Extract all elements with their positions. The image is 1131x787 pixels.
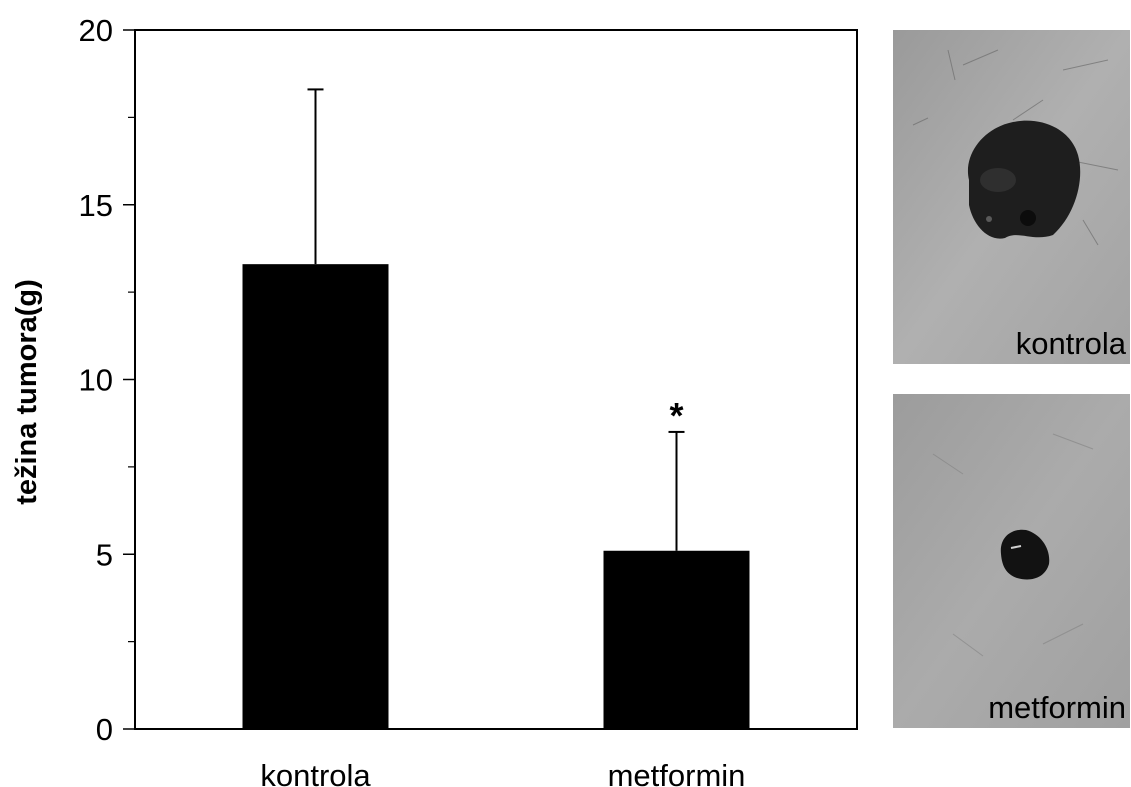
photo-label-metformin: metformin (988, 690, 1126, 725)
photo-label-kontrola: kontrola (1015, 326, 1126, 361)
bar-kontrola (242, 264, 389, 729)
significance-marker: * (669, 395, 683, 436)
y-tick-label: 15 (79, 188, 113, 223)
y-tick-label: 10 (79, 363, 113, 398)
bar-chart: 0 5 10 15 20 kontrola metformin * težina tumora… (11, 13, 858, 787)
y-tick-label: 20 (79, 13, 113, 48)
y-tick-label: 0 (96, 712, 113, 747)
tumor-photo-kontrola: kontrola (893, 30, 1130, 364)
y-tick-label: 5 (96, 537, 113, 572)
y-axis-label: težina tumora(g) (11, 279, 43, 505)
x-tick-label: metformin (608, 758, 746, 787)
tumor-photo-metformin: metformin (893, 394, 1130, 728)
x-tick-label: kontrola (260, 758, 371, 787)
bar-metformin (603, 550, 750, 729)
